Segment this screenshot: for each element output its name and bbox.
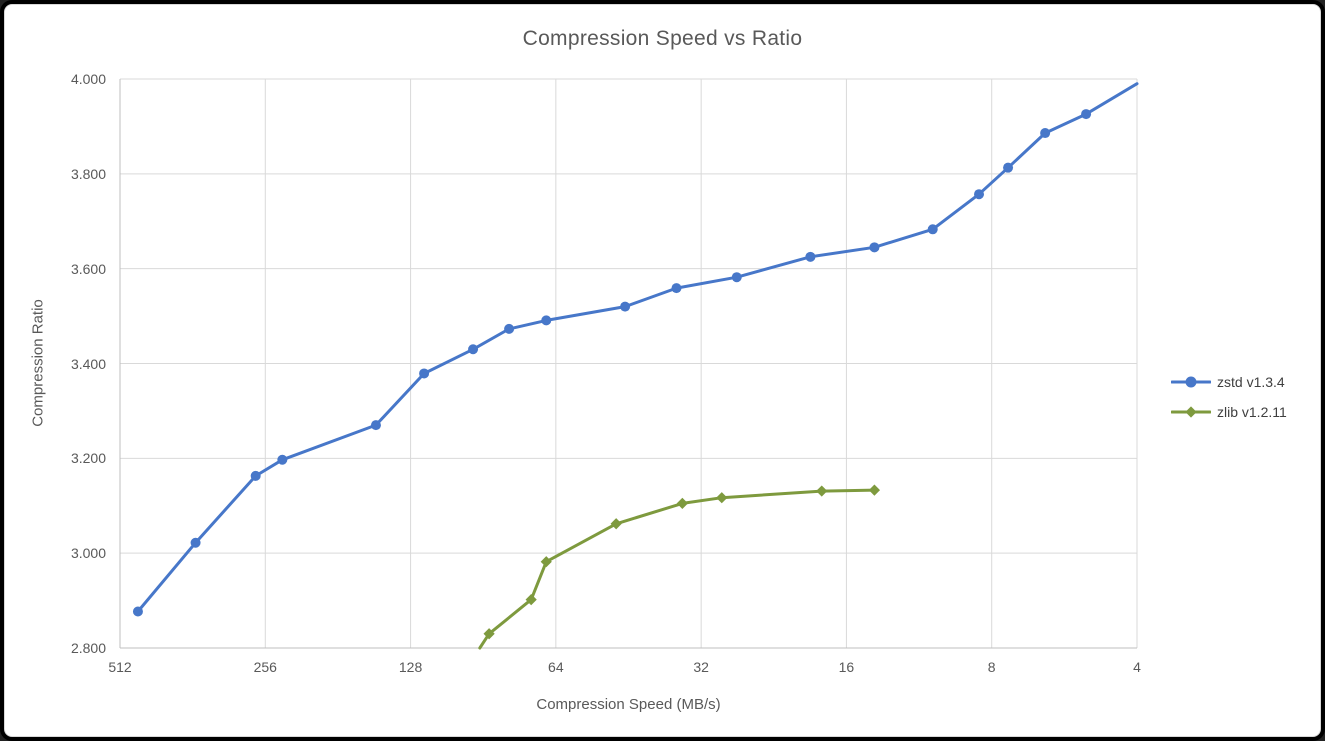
data-point-marker	[868, 484, 881, 496]
data-point-marker	[716, 492, 728, 504]
data-point-marker	[525, 594, 537, 606]
data-point-marker	[927, 224, 938, 235]
y-tick-label: 2.800	[70, 640, 106, 656]
x-tick-label: 128	[398, 659, 423, 675]
data-point-marker	[671, 283, 682, 294]
y-tick-label: 3.400	[70, 355, 106, 372]
data-point-marker	[540, 556, 552, 568]
data-point-marker	[419, 368, 430, 379]
x-tick-label: 4	[1133, 659, 1141, 675]
x-axis-title: Compression Speed (MB/s)	[536, 696, 721, 713]
x-tick-label: 64	[548, 659, 564, 675]
data-point-marker	[132, 606, 143, 617]
legend-marker-zlib-icon	[1171, 406, 1211, 418]
x-tick-label: 16	[838, 659, 855, 675]
y-tick-label: 3.800	[70, 165, 106, 182]
legend-item-zstd: zstd v1.3.4	[1171, 369, 1287, 395]
data-point-marker	[620, 301, 631, 312]
data-point-marker	[676, 497, 688, 509]
data-point-marker	[504, 323, 515, 334]
data-point-marker	[731, 272, 742, 283]
series-line-zlib	[478, 488, 876, 650]
legend-label-zlib: zlib v1.2.11	[1217, 404, 1287, 420]
data-point-marker	[277, 454, 288, 465]
data-point-marker	[805, 251, 816, 262]
data-point-marker	[610, 518, 622, 530]
x-tick-label: 512	[108, 659, 132, 675]
data-point-marker	[869, 242, 880, 253]
data-point-marker	[541, 315, 552, 326]
data-point-marker	[1081, 109, 1092, 120]
legend: zstd v1.3.4 zlib v1.2.11	[1171, 369, 1287, 429]
data-point-marker	[190, 537, 201, 548]
data-point-marker	[1003, 162, 1014, 173]
legend-marker-zstd-icon	[1171, 376, 1211, 388]
data-point-marker	[1040, 128, 1051, 139]
y-tick-label: 3.000	[70, 545, 106, 562]
y-tick-label: 3.600	[70, 260, 106, 277]
data-point-marker	[816, 485, 828, 497]
chart-canvas	[4, 4, 1321, 737]
x-tick-label: 32	[693, 659, 709, 675]
x-tick-label: 256	[253, 659, 277, 675]
chart-title: Compression Speed vs Ratio	[522, 27, 803, 50]
data-point-marker	[974, 189, 985, 200]
y-tick-label: 4.000	[70, 71, 106, 87]
data-point-marker	[483, 628, 495, 640]
data-point-marker	[468, 344, 479, 355]
data-point-marker	[370, 420, 381, 431]
legend-label-zstd: zstd v1.3.4	[1217, 374, 1285, 390]
data-point-marker	[250, 470, 261, 481]
series-line-zstd	[136, 82, 1139, 613]
legend-item-zlib: zlib v1.2.11	[1171, 399, 1287, 425]
x-tick-label: 8	[987, 659, 996, 675]
y-tick-label: 3.200	[70, 450, 106, 467]
